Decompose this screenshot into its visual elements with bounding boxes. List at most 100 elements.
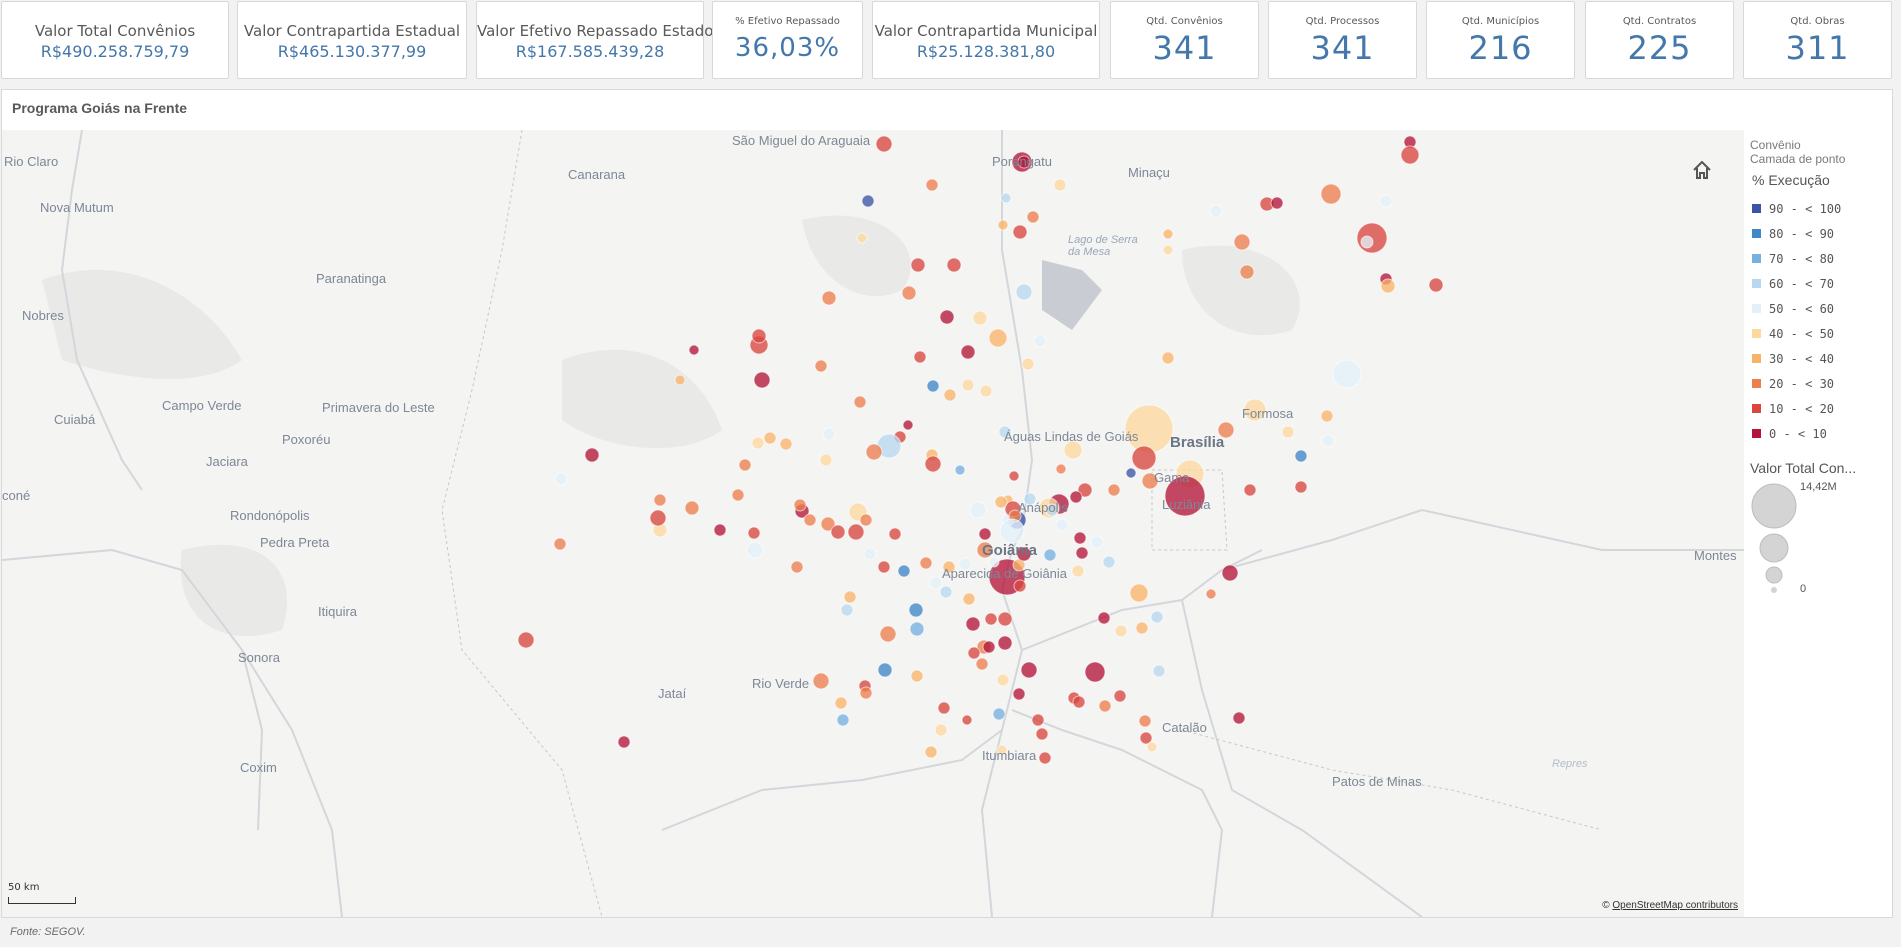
convenio-point[interactable] <box>1033 334 1047 348</box>
legend-color-item[interactable]: 0 - < 10 <box>1752 421 1892 446</box>
convenio-point[interactable] <box>901 285 917 301</box>
convenio-point[interactable] <box>1055 518 1069 532</box>
convenio-point[interactable] <box>1055 463 1067 475</box>
convenio-point[interactable] <box>1053 178 1067 192</box>
convenio-point[interactable] <box>1239 264 1255 280</box>
convenio-point[interactable] <box>994 495 1008 509</box>
convenio-point[interactable] <box>1162 244 1174 256</box>
convenio-point[interactable] <box>996 673 1010 687</box>
convenio-point[interactable] <box>997 635 1013 651</box>
convenio-point[interactable] <box>793 498 807 512</box>
convenio-point[interactable] <box>1139 731 1153 745</box>
convenio-point[interactable] <box>1150 610 1164 624</box>
convenio-point[interactable] <box>967 646 981 660</box>
convenio-point[interactable] <box>942 560 956 574</box>
kpi-qtd-obras[interactable]: Qtd. Obras 311 <box>1743 1 1892 79</box>
convenio-point[interactable] <box>1294 449 1308 463</box>
convenio-point[interactable] <box>999 518 1025 544</box>
convenio-point[interactable] <box>820 516 836 532</box>
convenio-point[interactable] <box>1063 440 1083 460</box>
convenio-point[interactable] <box>517 631 535 649</box>
convenio-point[interactable] <box>992 707 1006 721</box>
convenio-point[interactable] <box>1045 503 1059 517</box>
convenio-point[interactable] <box>861 194 875 208</box>
convenio-point[interactable] <box>954 464 966 476</box>
legend-color-item[interactable]: 70 - < 80 <box>1752 246 1892 271</box>
convenio-point[interactable] <box>965 616 981 632</box>
convenio-point[interactable] <box>653 493 667 507</box>
convenio-point[interactable] <box>1135 621 1149 635</box>
convenio-point[interactable] <box>937 701 951 715</box>
legend-color-item[interactable]: 30 - < 40 <box>1752 346 1892 371</box>
convenio-point[interactable] <box>1073 531 1087 545</box>
convenio-point[interactable] <box>763 431 777 445</box>
convenio-point[interactable] <box>1008 470 1020 482</box>
convenio-point[interactable] <box>888 527 902 541</box>
convenio-point[interactable] <box>984 612 998 626</box>
convenio-point[interactable] <box>1084 661 1106 683</box>
convenio-point[interactable] <box>1332 359 1362 389</box>
convenio-point[interactable] <box>1379 194 1393 208</box>
convenio-point[interactable] <box>836 713 850 727</box>
convenio-point[interactable] <box>1164 475 1206 517</box>
convenio-point[interactable] <box>819 453 833 467</box>
convenio-point[interactable] <box>1017 155 1031 169</box>
convenio-point[interactable] <box>975 657 989 671</box>
convenio-point[interactable] <box>1141 472 1159 490</box>
convenio-point[interactable] <box>1221 564 1239 582</box>
convenio-point[interactable] <box>814 359 828 373</box>
convenio-point[interactable] <box>1138 714 1152 728</box>
convenio-point[interactable] <box>988 556 1000 568</box>
home-icon[interactable] <box>1690 158 1714 182</box>
convenio-point[interactable] <box>1020 661 1038 679</box>
convenio-point[interactable] <box>1320 409 1334 423</box>
convenio-point[interactable] <box>1015 283 1033 301</box>
convenio-point[interactable] <box>902 419 914 431</box>
convenio-point[interactable] <box>1113 689 1127 703</box>
convenio-point[interactable] <box>910 669 924 683</box>
convenio-point[interactable] <box>738 458 752 472</box>
convenio-point[interactable] <box>939 585 953 599</box>
convenio-point[interactable] <box>875 135 893 153</box>
convenio-point[interactable] <box>1097 611 1111 625</box>
legend-color-item[interactable]: 50 - < 60 <box>1752 296 1892 321</box>
convenio-point[interactable] <box>1360 235 1374 249</box>
convenio-point[interactable] <box>1021 357 1035 371</box>
convenio-point[interactable] <box>1400 145 1420 165</box>
convenio-point[interactable] <box>821 290 837 306</box>
legend-color-item[interactable]: 40 - < 50 <box>1752 321 1892 346</box>
convenio-point[interactable] <box>1023 492 1037 506</box>
convenio-point[interactable] <box>751 328 767 344</box>
convenio-point[interactable] <box>1125 467 1137 479</box>
convenio-point[interactable] <box>674 374 686 386</box>
convenio-point[interactable] <box>1102 555 1116 569</box>
convenio-point[interactable] <box>731 488 745 502</box>
convenio-point[interactable] <box>554 472 568 486</box>
convenio-point[interactable] <box>972 310 988 326</box>
convenio-point[interactable] <box>897 564 911 578</box>
convenio-point[interactable] <box>1129 583 1149 603</box>
convenio-point[interactable] <box>1162 228 1174 240</box>
convenio-point[interactable] <box>1090 535 1104 549</box>
convenio-point[interactable] <box>879 625 897 643</box>
convenio-point[interactable] <box>830 524 846 540</box>
convenio-point[interactable] <box>1232 711 1246 725</box>
convenio-point[interactable] <box>908 602 924 618</box>
convenio-point[interactable] <box>958 557 972 571</box>
convenio-point[interactable] <box>617 735 631 749</box>
legend-color-item[interactable]: 10 - < 20 <box>1752 396 1892 421</box>
convenio-point[interactable] <box>1243 398 1267 422</box>
convenio-point[interactable] <box>1146 741 1158 753</box>
convenio-point[interactable] <box>961 714 973 726</box>
legend-color-item[interactable]: 60 - < 70 <box>1752 271 1892 296</box>
convenio-point[interactable] <box>1072 695 1086 709</box>
convenio-point[interactable] <box>1281 425 1295 439</box>
attribution-link[interactable]: OpenStreetMap contributors <box>1612 900 1738 911</box>
convenio-point[interactable] <box>877 662 893 678</box>
kpi-valor-total-convenios[interactable]: Valor Total Convênios R$490.258.759,79 <box>1 1 229 79</box>
convenio-point[interactable] <box>1114 624 1128 638</box>
convenio-point[interactable] <box>853 395 867 409</box>
convenio-point[interactable] <box>1031 713 1045 727</box>
convenio-point[interactable] <box>909 621 925 637</box>
convenio-point[interactable] <box>812 672 830 690</box>
